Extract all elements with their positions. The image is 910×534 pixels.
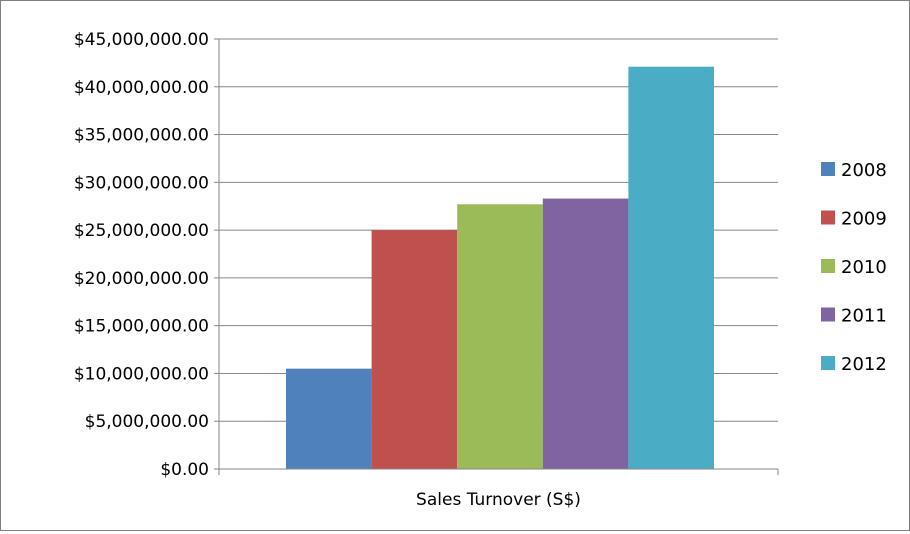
y-tick-label: $0.00 <box>160 460 209 480</box>
legend-label-2011: 2011 <box>841 306 887 327</box>
y-tick-label: $40,000,000.00 <box>74 78 209 98</box>
legend-swatch-2008 <box>821 162 835 176</box>
y-tick-label: $15,000,000.00 <box>74 317 209 337</box>
bars <box>286 66 714 470</box>
y-tick-label: $10,000,000.00 <box>74 364 209 384</box>
y-axis-tick-labels: $0.00 $5,000,000.00 $10,000,000.00 $15,000,… <box>74 30 209 480</box>
legend-label-2009: 2009 <box>841 209 887 230</box>
legend-swatch-2012 <box>821 356 835 370</box>
x-category-label: Sales Turnover (S$) <box>416 490 581 510</box>
x-axis-category-labels: Sales Turnover (S$) <box>416 490 581 510</box>
legend-swatch-2010 <box>821 259 835 273</box>
legend-label-2008: 2008 <box>841 160 887 181</box>
y-tick-label: $45,000,000.00 <box>74 30 209 50</box>
bar-2008 <box>286 368 372 469</box>
y-tick-label: $35,000,000.00 <box>74 126 209 146</box>
bar-2009 <box>371 230 458 469</box>
legend: 2008 2009 2010 2011 2012 <box>821 160 887 375</box>
axes <box>214 38 779 475</box>
bar-2010 <box>457 204 543 470</box>
legend-swatch-2011 <box>821 307 835 322</box>
y-tick-label: $30,000,000.00 <box>74 173 209 193</box>
bar-2012 <box>628 66 714 469</box>
legend-label-2012: 2012 <box>841 354 887 375</box>
y-tick-label: $25,000,000.00 <box>74 221 209 241</box>
legend-swatch-2009 <box>821 210 835 225</box>
y-tick-label: $5,000,000.00 <box>85 412 209 432</box>
bar-2011 <box>542 198 629 470</box>
legend-label-2010: 2010 <box>841 257 887 278</box>
y-tick-label: $20,000,000.00 <box>74 269 209 289</box>
